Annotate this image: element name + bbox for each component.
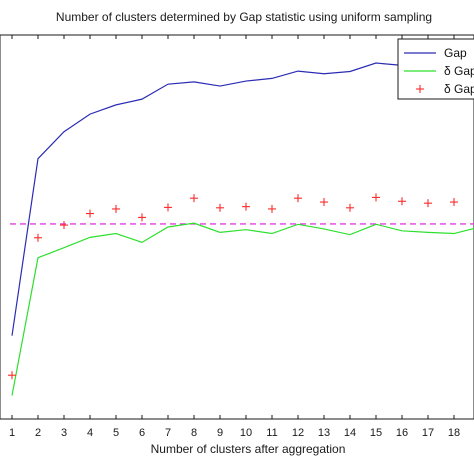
data-point-delta-gap-marker-9 — [216, 203, 224, 212]
data-point-delta-gap-marker-6 — [138, 213, 146, 222]
x-tick-label-16: 16 — [396, 427, 408, 439]
data-point-delta-gap-marker-10 — [242, 202, 250, 211]
data-point-delta-gap-marker-2 — [34, 233, 42, 242]
x-tick-label-12: 12 — [292, 427, 304, 439]
x-tick-label-9: 9 — [217, 427, 223, 439]
data-point-delta-gap-marker-18 — [450, 198, 458, 207]
x-tick-label-13: 13 — [318, 427, 330, 439]
x-tick-label-7: 7 — [165, 427, 171, 439]
x-tick-label-4: 4 — [87, 427, 93, 439]
data-point-delta-gap-marker-14 — [346, 203, 354, 212]
x-tick-label-6: 6 — [139, 427, 145, 439]
x-tick-label-18: 18 — [448, 427, 460, 439]
x-tick-label-1: 1 — [9, 427, 15, 439]
data-point-delta-gap-marker-12 — [294, 194, 302, 203]
data-point-delta-gap-marker-15 — [372, 193, 380, 202]
x-tick-label-15: 15 — [370, 427, 382, 439]
x-axis-label: Number of clusters after aggregation — [151, 442, 346, 456]
data-point-delta-gap-marker-17 — [424, 199, 432, 208]
legend-label-delta-gap: δ Gap — [444, 64, 474, 78]
chart-title: Number of clusters determined by Gap sta… — [56, 10, 432, 24]
data-point-delta-gap-marker-1 — [8, 371, 16, 380]
x-axis-ticks: 1 2 3 4 5 6 7 8 9 10 11 12 13 14 15 16 17 18 — [9, 35, 460, 439]
x-tick-label-10: 10 — [240, 427, 252, 439]
legend-label-delta-gap-marker: δ Gap — [444, 82, 474, 96]
data-point-delta-gap-marker-13 — [320, 198, 328, 207]
data-point-delta-gap-marker-5 — [112, 204, 120, 213]
plot-area-frame — [0, 34, 474, 420]
series-line-delta-gap — [11, 222, 474, 396]
x-tick-label-8: 8 — [191, 427, 197, 439]
data-point-delta-gap-marker-8 — [190, 194, 198, 203]
data-point-delta-gap-marker-16 — [398, 197, 406, 206]
x-tick-label-5: 5 — [113, 427, 119, 439]
legend: Gap δ Gap δ Gap — [397, 38, 474, 100]
data-point-delta-gap-marker-11 — [268, 204, 276, 213]
data-point-delta-gap-marker-4 — [86, 209, 94, 218]
legend-key-delta-gap-marker — [416, 85, 424, 93]
x-tick-label-3: 3 — [61, 427, 67, 439]
series-layer — [8, 56, 474, 396]
x-tick-label-17: 17 — [422, 427, 434, 439]
data-point-delta-gap-marker-3 — [60, 221, 68, 230]
x-tick-label-11: 11 — [266, 427, 277, 439]
data-point-delta-gap-marker-7 — [164, 203, 172, 212]
x-tick-label-2: 2 — [35, 427, 41, 439]
legend-box — [397, 38, 474, 100]
legend-label-gap: Gap — [444, 46, 467, 60]
x-tick-label-14: 14 — [344, 427, 356, 439]
